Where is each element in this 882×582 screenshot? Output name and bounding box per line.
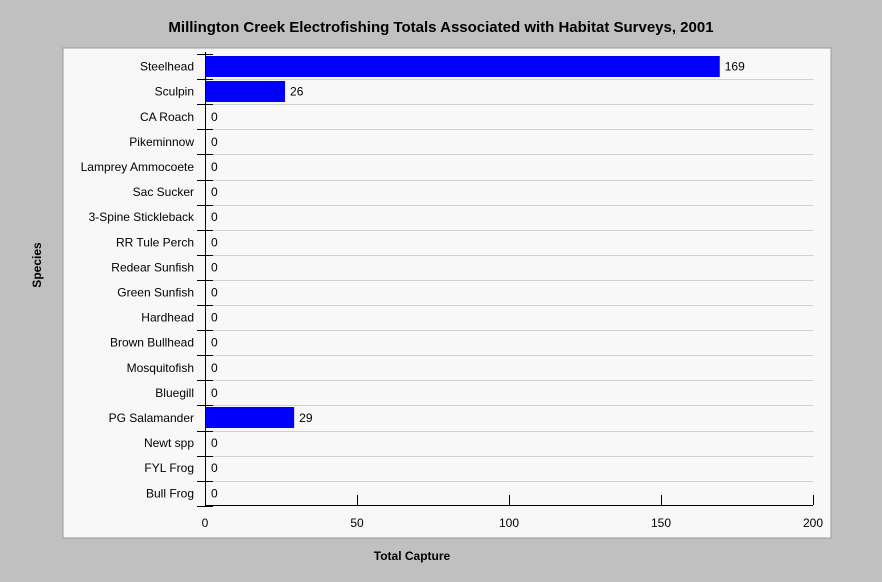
category-label: Steelhead xyxy=(140,60,194,74)
x-axis-title: Total Capture xyxy=(373,549,451,563)
x-tick-label: 100 xyxy=(499,516,519,530)
data-label: 0 xyxy=(211,461,218,475)
category-label: Pikeminnow xyxy=(129,135,194,149)
data-label: 0 xyxy=(211,260,218,274)
category-label: Bluegill xyxy=(155,386,194,400)
data-label: 26 xyxy=(290,85,304,99)
category-label: Newt spp xyxy=(144,436,194,450)
category-label: Sculpin xyxy=(155,85,194,99)
data-label: 0 xyxy=(211,285,218,299)
data-label: 0 xyxy=(211,235,218,249)
data-label: 0 xyxy=(211,135,218,149)
data-label: 0 xyxy=(211,436,218,450)
category-label: RR Tule Perch xyxy=(116,235,194,249)
category-label: Lamprey Ammocoete xyxy=(81,160,195,174)
data-label: 0 xyxy=(211,336,218,350)
x-tick-label: 50 xyxy=(350,516,364,530)
category-label: Mosquitofish xyxy=(127,361,194,375)
category-label: 3-Spine Stickleback xyxy=(89,210,195,224)
category-label: FYL Frog xyxy=(144,461,194,475)
data-label: 0 xyxy=(211,361,218,375)
bar xyxy=(206,81,286,102)
bar xyxy=(206,407,295,428)
category-label: CA Roach xyxy=(140,110,194,124)
category-label: Redear Sunfish xyxy=(111,260,194,274)
data-label: 0 xyxy=(211,210,218,224)
category-label: Hardhead xyxy=(141,311,194,325)
category-label: Brown Bullhead xyxy=(110,336,194,350)
data-label: 0 xyxy=(211,386,218,400)
data-label: 0 xyxy=(211,160,218,174)
category-label: Sac Sucker xyxy=(133,185,194,199)
chart-title: Millington Creek Electrofishing Totals A… xyxy=(168,19,714,36)
x-tick-label: 0 xyxy=(202,516,209,530)
x-tick-label: 200 xyxy=(803,516,823,530)
category-label: Bull Frog xyxy=(146,486,194,500)
data-label: 0 xyxy=(211,486,218,500)
bar xyxy=(206,56,720,77)
data-label: 0 xyxy=(211,185,218,199)
category-label: PG Salamander xyxy=(109,411,194,425)
data-label: 0 xyxy=(211,110,218,124)
x-tick-label: 150 xyxy=(651,516,671,530)
data-label: 169 xyxy=(725,60,745,74)
data-label: 0 xyxy=(211,311,218,325)
data-label: 29 xyxy=(299,411,313,425)
category-label: Green Sunfish xyxy=(117,285,194,299)
